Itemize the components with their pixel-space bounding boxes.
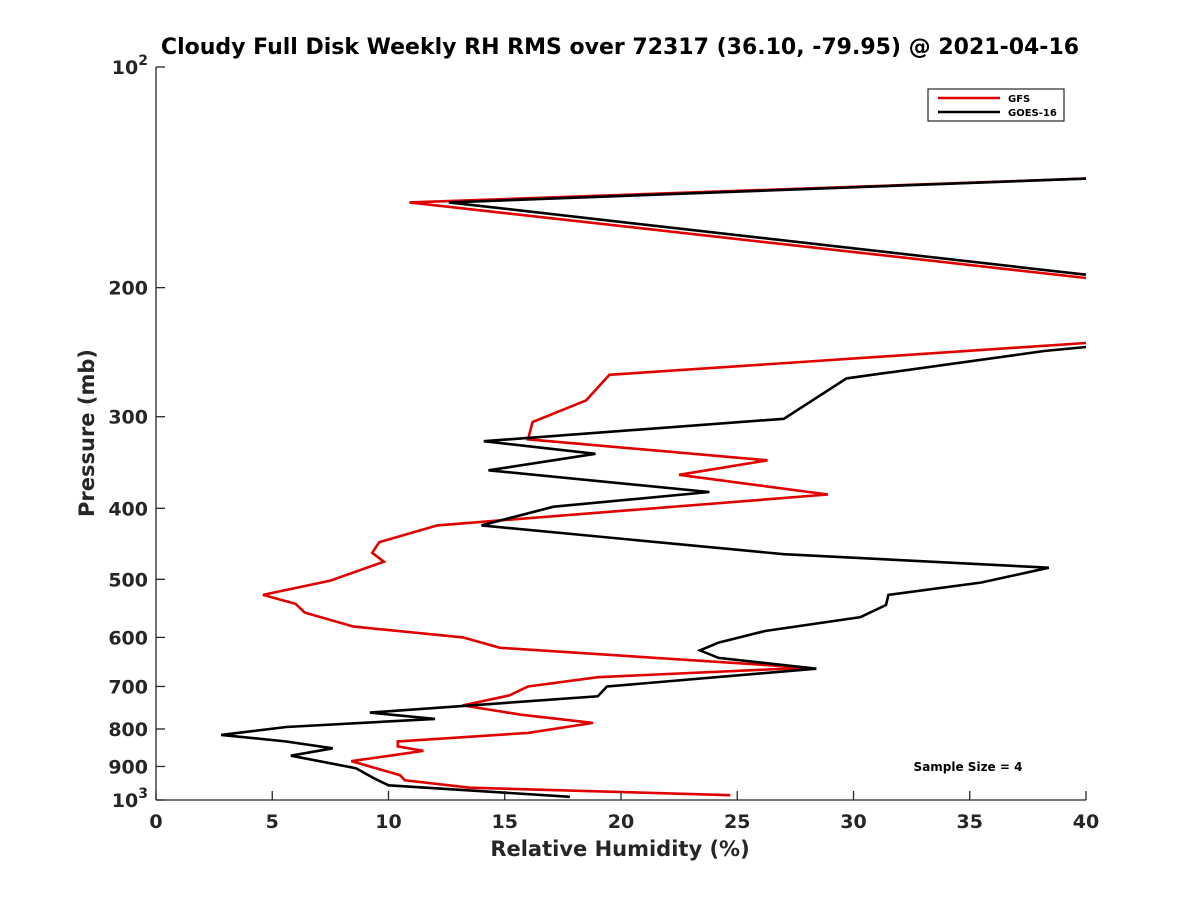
x-axis-ticks: 0 5 10 15 20 25 30 35 40 — [149, 791, 1099, 833]
sample-size-annotation: Sample Size = 4 — [914, 760, 1023, 774]
y-tick-label: 700 — [108, 676, 148, 698]
x-tick-label: 25 — [724, 811, 750, 833]
y-tick-label: 400 — [108, 498, 148, 520]
series-line-gfs — [262, 341, 1087, 797]
x-tick-label: 30 — [840, 811, 866, 833]
y-tick-label: 200 — [108, 278, 148, 300]
y-axis-label: Pressure (mb) — [75, 349, 99, 517]
x-axis-label: Relative Humidity (%) — [490, 837, 749, 861]
y-axis-ticks: 102 200 300 400 500 600 700 800 900 103 — [108, 53, 165, 812]
y-tick-label: 103 — [112, 786, 148, 812]
y-tick-label: 900 — [108, 756, 148, 778]
series-line-goes-16 — [220, 345, 1087, 799]
series-line-goes-16-upper — [448, 177, 1087, 276]
x-tick-label: 5 — [266, 811, 279, 833]
legend-label-gfs: GFS — [1008, 94, 1030, 105]
y-tick-label: 800 — [108, 719, 148, 741]
legend: GFS GOES-16 — [927, 88, 1065, 122]
x-tick-label: 20 — [608, 811, 634, 833]
x-tick-label: 15 — [492, 811, 518, 833]
y-tick-label: 300 — [108, 407, 148, 429]
y-tick-label: 600 — [108, 627, 148, 649]
legend-box — [927, 88, 1065, 122]
chart-title: Cloudy Full Disk Weekly RH RMS over 7231… — [161, 35, 1079, 60]
legend-label-goes-16: GOES-16 — [1008, 108, 1057, 119]
x-tick-label: 0 — [149, 811, 162, 833]
x-tick-label: 40 — [1073, 811, 1099, 833]
y-tick-label: 500 — [108, 569, 148, 591]
x-tick-label: 35 — [957, 811, 983, 833]
x-tick-label: 10 — [375, 811, 401, 833]
y-tick-label: 102 — [112, 53, 148, 79]
